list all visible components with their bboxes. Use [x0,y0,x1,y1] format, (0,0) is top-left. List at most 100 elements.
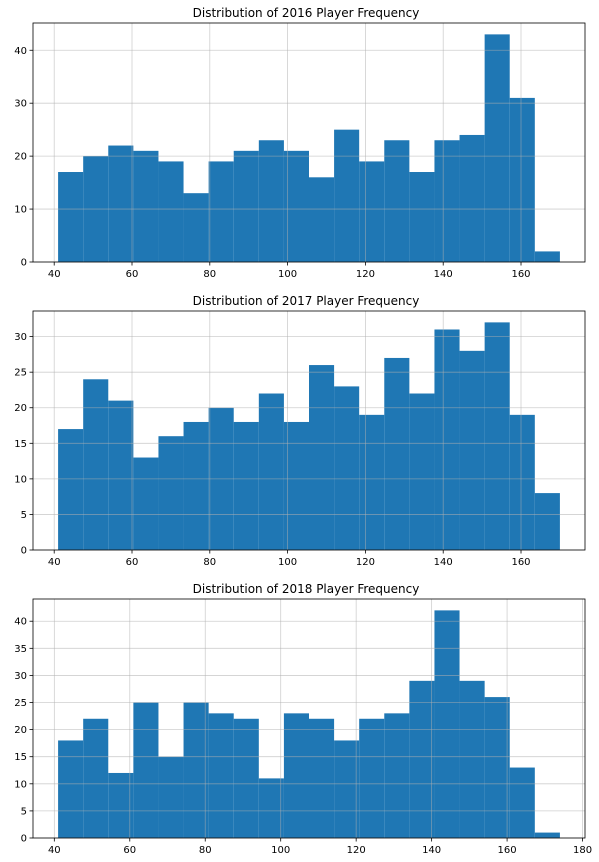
histogram-bar [133,702,159,838]
x-tick-label: 140 [434,557,453,568]
chart-title-2017: Distribution of 2017 Player Frequency [193,294,420,308]
histogram-bar [233,421,259,550]
histogram-bar [83,379,109,550]
histogram-bar [309,177,335,262]
histogram-bar [359,718,385,838]
x-tick-label: 80 [203,269,216,280]
histogram-bar [334,129,360,262]
histogram-bar [534,251,560,262]
histogram-bar [409,172,435,262]
histogram-bar [409,680,435,838]
y-tick-label: 40 [14,617,27,628]
histogram-bar [484,697,510,838]
y-tick-label: 20 [14,725,27,736]
histogram-bar [459,134,485,262]
histogram-bar [509,414,535,550]
chart-title-2018: Distribution of 2018 Player Frequency [193,582,420,596]
histogram-bar [258,393,284,550]
histogram-bar [509,767,535,838]
histogram-bar [158,161,184,262]
x-tick-label: 120 [356,269,375,280]
histogram-bar [509,97,535,262]
y-tick-label: 0 [21,834,27,845]
y-tick-label: 30 [14,99,27,110]
x-tick-label: 160 [498,845,517,856]
histogram-bar [384,140,410,262]
x-tick-label: 60 [126,557,139,568]
histogram-bar [459,680,485,838]
histogram-bar [183,421,209,550]
histogram-bar [334,740,360,838]
histogram-bar [208,161,234,262]
x-tick-label: 40 [48,557,61,568]
histogram-bar [183,702,209,838]
y-tick-label: 25 [14,698,27,709]
x-tick-label: 100 [278,269,297,280]
y-tick-label: 30 [14,671,27,682]
histogram-bar [158,436,184,550]
y-tick-label: 0 [21,546,27,557]
y-tick-label: 10 [14,779,27,790]
histogram-bar [409,393,435,550]
chart-title-2016: Distribution of 2016 Player Frequency [193,6,420,20]
axes-frame [32,22,586,263]
histogram-bar [258,778,284,838]
histogram-bar [58,172,84,262]
axes-frame [32,310,586,551]
x-tick-label: 120 [347,845,366,856]
histogram-bar [534,493,560,550]
histogram-bar [208,713,234,838]
x-tick-label: 160 [511,269,530,280]
histogram-bar [58,429,84,550]
histogram-bar [283,713,309,838]
histogram-bar [133,457,159,550]
histogram-bar [133,150,159,262]
y-tick-label: 10 [14,205,27,216]
histogram-bar [58,740,84,838]
y-tick-label: 40 [14,46,27,57]
histogram-2018: Distribution of 2018 Player Frequency 40… [14,582,592,856]
histogram-bar [83,718,109,838]
histogram-bar [183,193,209,262]
histogram-bar [434,140,460,262]
x-tick-label: 180 [573,845,592,856]
histogram-2016: Distribution of 2016 Player Frequency 40… [14,6,586,280]
axes-frame [32,598,586,839]
histogram-bar [158,756,184,838]
histogram-bar [434,329,460,550]
x-tick-label: 40 [48,269,61,280]
histogram-bar [233,150,259,262]
histogram-bar [309,718,335,838]
histogram-bar [359,414,385,550]
x-tick-label: 80 [203,557,216,568]
y-tick-label: 30 [14,332,27,343]
histogram-bar [384,713,410,838]
x-tick-label: 60 [126,269,139,280]
y-tick-label: 20 [14,152,27,163]
histogram-bar [459,350,485,550]
histogram-bar [283,150,309,262]
histogram-bar [384,357,410,550]
histogram-bar [309,365,335,550]
histogram-bar [484,322,510,550]
y-tick-label: 20 [14,403,27,414]
histogram-bar [359,161,385,262]
x-tick-label: 140 [434,269,453,280]
y-tick-label: 5 [21,510,27,521]
histogram-2017: Distribution of 2017 Player Frequency 40… [14,294,586,568]
y-tick-label: 25 [14,368,27,379]
histogram-bar [534,832,560,838]
y-tick-label: 35 [14,644,27,655]
y-tick-label: 15 [14,752,27,763]
x-tick-label: 140 [422,845,441,856]
y-tick-label: 10 [14,474,27,485]
x-tick-label: 80 [199,845,212,856]
histogram-bar [484,34,510,262]
y-tick-label: 5 [21,806,27,817]
x-tick-label: 100 [278,557,297,568]
y-tick-label: 0 [21,258,27,269]
histogram-bar [233,718,259,838]
x-tick-label: 100 [271,845,290,856]
y-tick-label: 15 [14,439,27,450]
